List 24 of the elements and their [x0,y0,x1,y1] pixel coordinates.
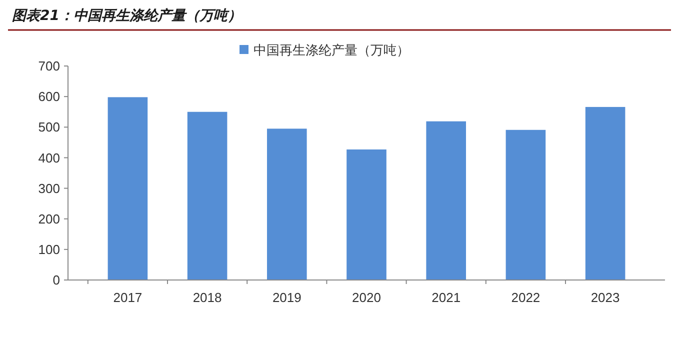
legend-label: 中国再生涤纶产量（万吨） [254,44,410,59]
bar [187,112,228,280]
y-tick-label: 200 [38,211,60,226]
y-tick-label: 100 [38,242,60,257]
chart-title: 图表21：中国再生涤纶产量（万吨） [12,7,242,24]
x-tick-label: 2018 [192,290,222,305]
y-tick-label: 300 [38,180,60,196]
bar [267,128,307,280]
bar [426,121,466,280]
x-tick-label: 2019 [272,290,302,305]
bar [585,106,626,280]
y-tick-label: 400 [38,150,60,166]
y-tick-label: 600 [38,89,60,104]
x-tick-label: 2022 [511,290,540,305]
bar [346,149,386,280]
x-tick-label: 2021 [432,290,461,305]
bar [108,97,148,280]
y-tick-label: 0 [52,272,60,288]
x-tick-label: 2020 [352,290,381,305]
bar [506,130,546,280]
x-tick-label: 2017 [113,290,142,305]
y-tick-label: 500 [38,120,60,135]
x-tick-label: 2023 [590,290,620,305]
y-tick-label: 700 [38,58,60,74]
